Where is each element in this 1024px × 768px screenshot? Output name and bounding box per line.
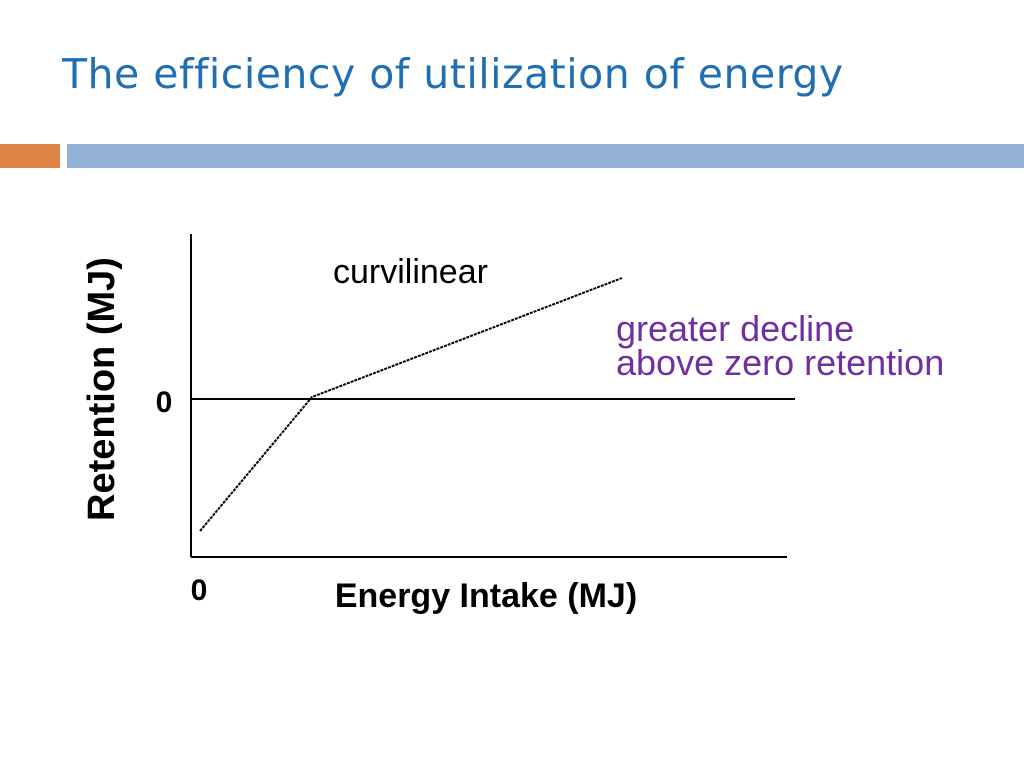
accent-bar-orange (0, 144, 60, 168)
accent-bar-blue (67, 144, 1024, 168)
y-zero-label: 0 (156, 386, 173, 419)
curve-label: curvilinear (333, 253, 488, 291)
annotation-line-2: above zero retention (616, 342, 944, 383)
slide-title: The efficiency of utilization of energy (62, 50, 844, 98)
x-axis-label: Energy Intake (MJ) (335, 577, 637, 615)
retention-response-line (199, 277, 623, 532)
annotation-line-1: greater decline (616, 308, 854, 349)
y-axis-label: Retention (MJ) (81, 257, 123, 521)
x-zero-label: 0 (191, 574, 208, 607)
